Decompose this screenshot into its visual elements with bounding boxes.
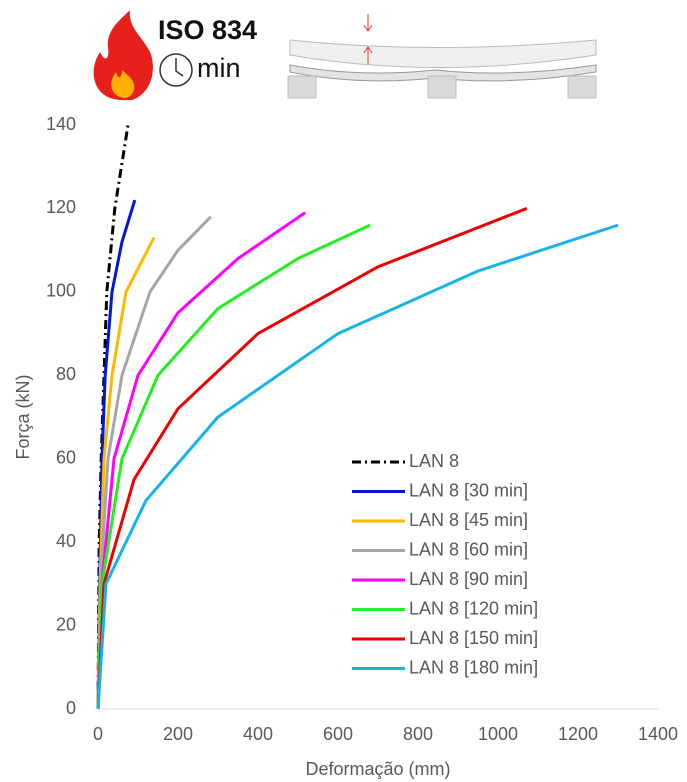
series-line xyxy=(96,223,619,710)
min-label: min xyxy=(197,53,241,83)
x-tick-label: 0 xyxy=(93,724,103,744)
x-tick-label: 200 xyxy=(163,724,193,744)
y-axis-title: Força (kN) xyxy=(13,375,33,460)
legend-label: LAN 8 [45 min] xyxy=(409,510,528,530)
legend-label: LAN 8 [180 min] xyxy=(409,657,538,677)
y-tick-label: 60 xyxy=(56,447,76,467)
legend-label: LAN 8 xyxy=(409,451,459,471)
x-tick-label: 800 xyxy=(403,724,433,744)
x-tick-label: 1400 xyxy=(638,724,678,744)
iso-label: ISO 834 xyxy=(158,15,257,45)
legend-label: LAN 8 [90 min] xyxy=(409,569,528,589)
x-axis-title: Deformação (mm) xyxy=(305,759,450,779)
y-tick-label: 100 xyxy=(46,281,76,301)
legend-label: LAN 8 [60 min] xyxy=(409,539,528,559)
x-tick-label: 400 xyxy=(243,724,273,744)
legend-label: LAN 8 [30 min] xyxy=(409,480,528,500)
x-tick-label: 600 xyxy=(323,724,353,744)
y-tick-label: 40 xyxy=(56,531,76,551)
x-tick-label: 1200 xyxy=(558,724,598,744)
legend-label: LAN 8 [150 min] xyxy=(409,628,538,648)
series-line xyxy=(96,215,212,710)
y-tick-label: 0 xyxy=(66,698,76,718)
y-tick-label: 140 xyxy=(46,114,76,134)
clock-hands xyxy=(175,58,184,77)
y-tick-label: 80 xyxy=(56,364,76,384)
series-line xyxy=(96,207,528,710)
clock-icon xyxy=(159,53,193,87)
fire-icon xyxy=(93,10,153,100)
x-tick-label: 1000 xyxy=(478,724,518,744)
y-tick-label: 120 xyxy=(46,197,76,217)
legend-label: LAN 8 [120 min] xyxy=(409,598,538,618)
beam-diagram xyxy=(287,14,597,99)
series-line xyxy=(96,223,371,710)
y-tick-label: 20 xyxy=(56,614,76,634)
